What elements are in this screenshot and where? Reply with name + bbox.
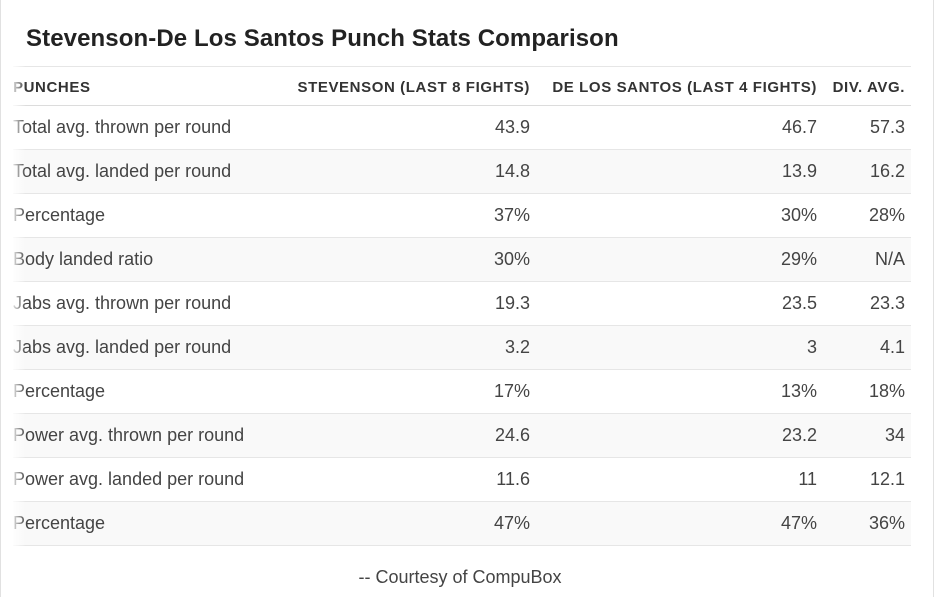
de-los-santos-value: 3 [806, 337, 817, 357]
stevenson-value: 24.6 [494, 425, 530, 445]
page-title: Stevenson-De Los Santos Punch Stats Comp… [26, 25, 619, 52]
row-label: Jabs avg. landed per round [13, 337, 232, 357]
table-row: Percentage 47% 47% 36% [13, 501, 911, 546]
de-los-santos-value: 47% [780, 513, 817, 533]
division-average-value: 57.3 [869, 117, 905, 137]
row-label: Total avg. thrown per round [13, 117, 232, 137]
header-punches: Punches [13, 78, 91, 96]
table-row: Total avg. thrown per round 43.9 46.7 57.3 [13, 106, 911, 150]
de-los-santos-value: 23.2 [781, 425, 817, 445]
de-los-santos-value: 46.7 [781, 117, 817, 137]
row-label: Power avg. thrown per round [13, 425, 245, 445]
de-los-santos-value: 30% [780, 205, 817, 225]
stevenson-value: 43.9 [494, 117, 530, 137]
stevenson-value: 17% [493, 381, 530, 401]
de-los-santos-value: 13% [780, 381, 817, 401]
table-row: Percentage 37% 30% 28% [13, 194, 911, 238]
row-label: Jabs avg. thrown per round [13, 293, 232, 313]
division-average-value: 36% [868, 513, 905, 533]
table-row: Total avg. landed per round 14.8 13.9 16.2 [13, 149, 911, 194]
source-credit: -- Courtesy of CompuBox [358, 567, 562, 587]
division-average-value: 23.3 [869, 293, 905, 313]
table-row: Power avg. landed per round 11.6 11 12.1 [13, 458, 911, 502]
header-de-los-santos: De Los Santos (Last 4 Fights) [552, 78, 817, 96]
stats-table-scroll-container[interactable]: Punches Stevenson (Last 8 Fights) De Los… [1, 66, 911, 546]
stevenson-value: 47% [493, 513, 530, 533]
row-label: Percentage [13, 381, 106, 401]
row-label: Percentage [13, 513, 106, 533]
division-average-value: 34 [884, 425, 905, 445]
row-label: Power avg. landed per round [13, 469, 245, 489]
stevenson-value: 14.8 [494, 161, 530, 181]
stevenson-value: 30% [493, 249, 530, 269]
de-los-santos-value: 13.9 [781, 161, 817, 181]
stevenson-value: 3.2 [504, 337, 530, 357]
division-average-value: 16.2 [869, 161, 905, 181]
de-los-santos-value: 29% [780, 249, 817, 269]
row-label: Body landed ratio [13, 249, 154, 269]
stevenson-value: 37% [493, 205, 530, 225]
division-average-value: 12.1 [869, 469, 905, 489]
row-label: Total avg. landed per round [13, 161, 232, 181]
division-average-value: 28% [868, 205, 905, 225]
division-average-value: 4.1 [879, 337, 905, 357]
table-row: Jabs avg. thrown per round 19.3 23.5 23.3 [13, 282, 911, 326]
division-average-value: N/A [874, 249, 905, 269]
de-los-santos-value: 11 [798, 469, 817, 489]
table-row: Jabs avg. landed per round 3.2 3 4.1 [13, 325, 911, 370]
table-body: Total avg. thrown per round 43.9 46.7 57.3 T… [13, 106, 911, 546]
row-label: Percentage [13, 205, 106, 225]
table-row: Percentage 17% 13% 18% [13, 370, 911, 414]
stevenson-value: 19.3 [494, 293, 530, 313]
header-stevenson: Stevenson (Last 8 Fights) [297, 78, 530, 96]
header-row: Punches Stevenson (Last 8 Fights) De Los… [13, 66, 911, 106]
de-los-santos-value: 23.5 [781, 293, 817, 313]
table-row: Body landed ratio 30% 29% N/A [13, 237, 911, 282]
stevenson-value: 11.6 [496, 469, 530, 489]
header-division-average: Div. Avg. [832, 78, 905, 96]
table-row: Power avg. thrown per round 24.6 23.2 34 [13, 413, 911, 458]
division-average-value: 18% [868, 381, 905, 401]
table-header: Punches Stevenson (Last 8 Fights) De Los… [13, 66, 911, 106]
punch-stats-table: Punches Stevenson (Last 8 Fights) De Los… [13, 66, 911, 546]
